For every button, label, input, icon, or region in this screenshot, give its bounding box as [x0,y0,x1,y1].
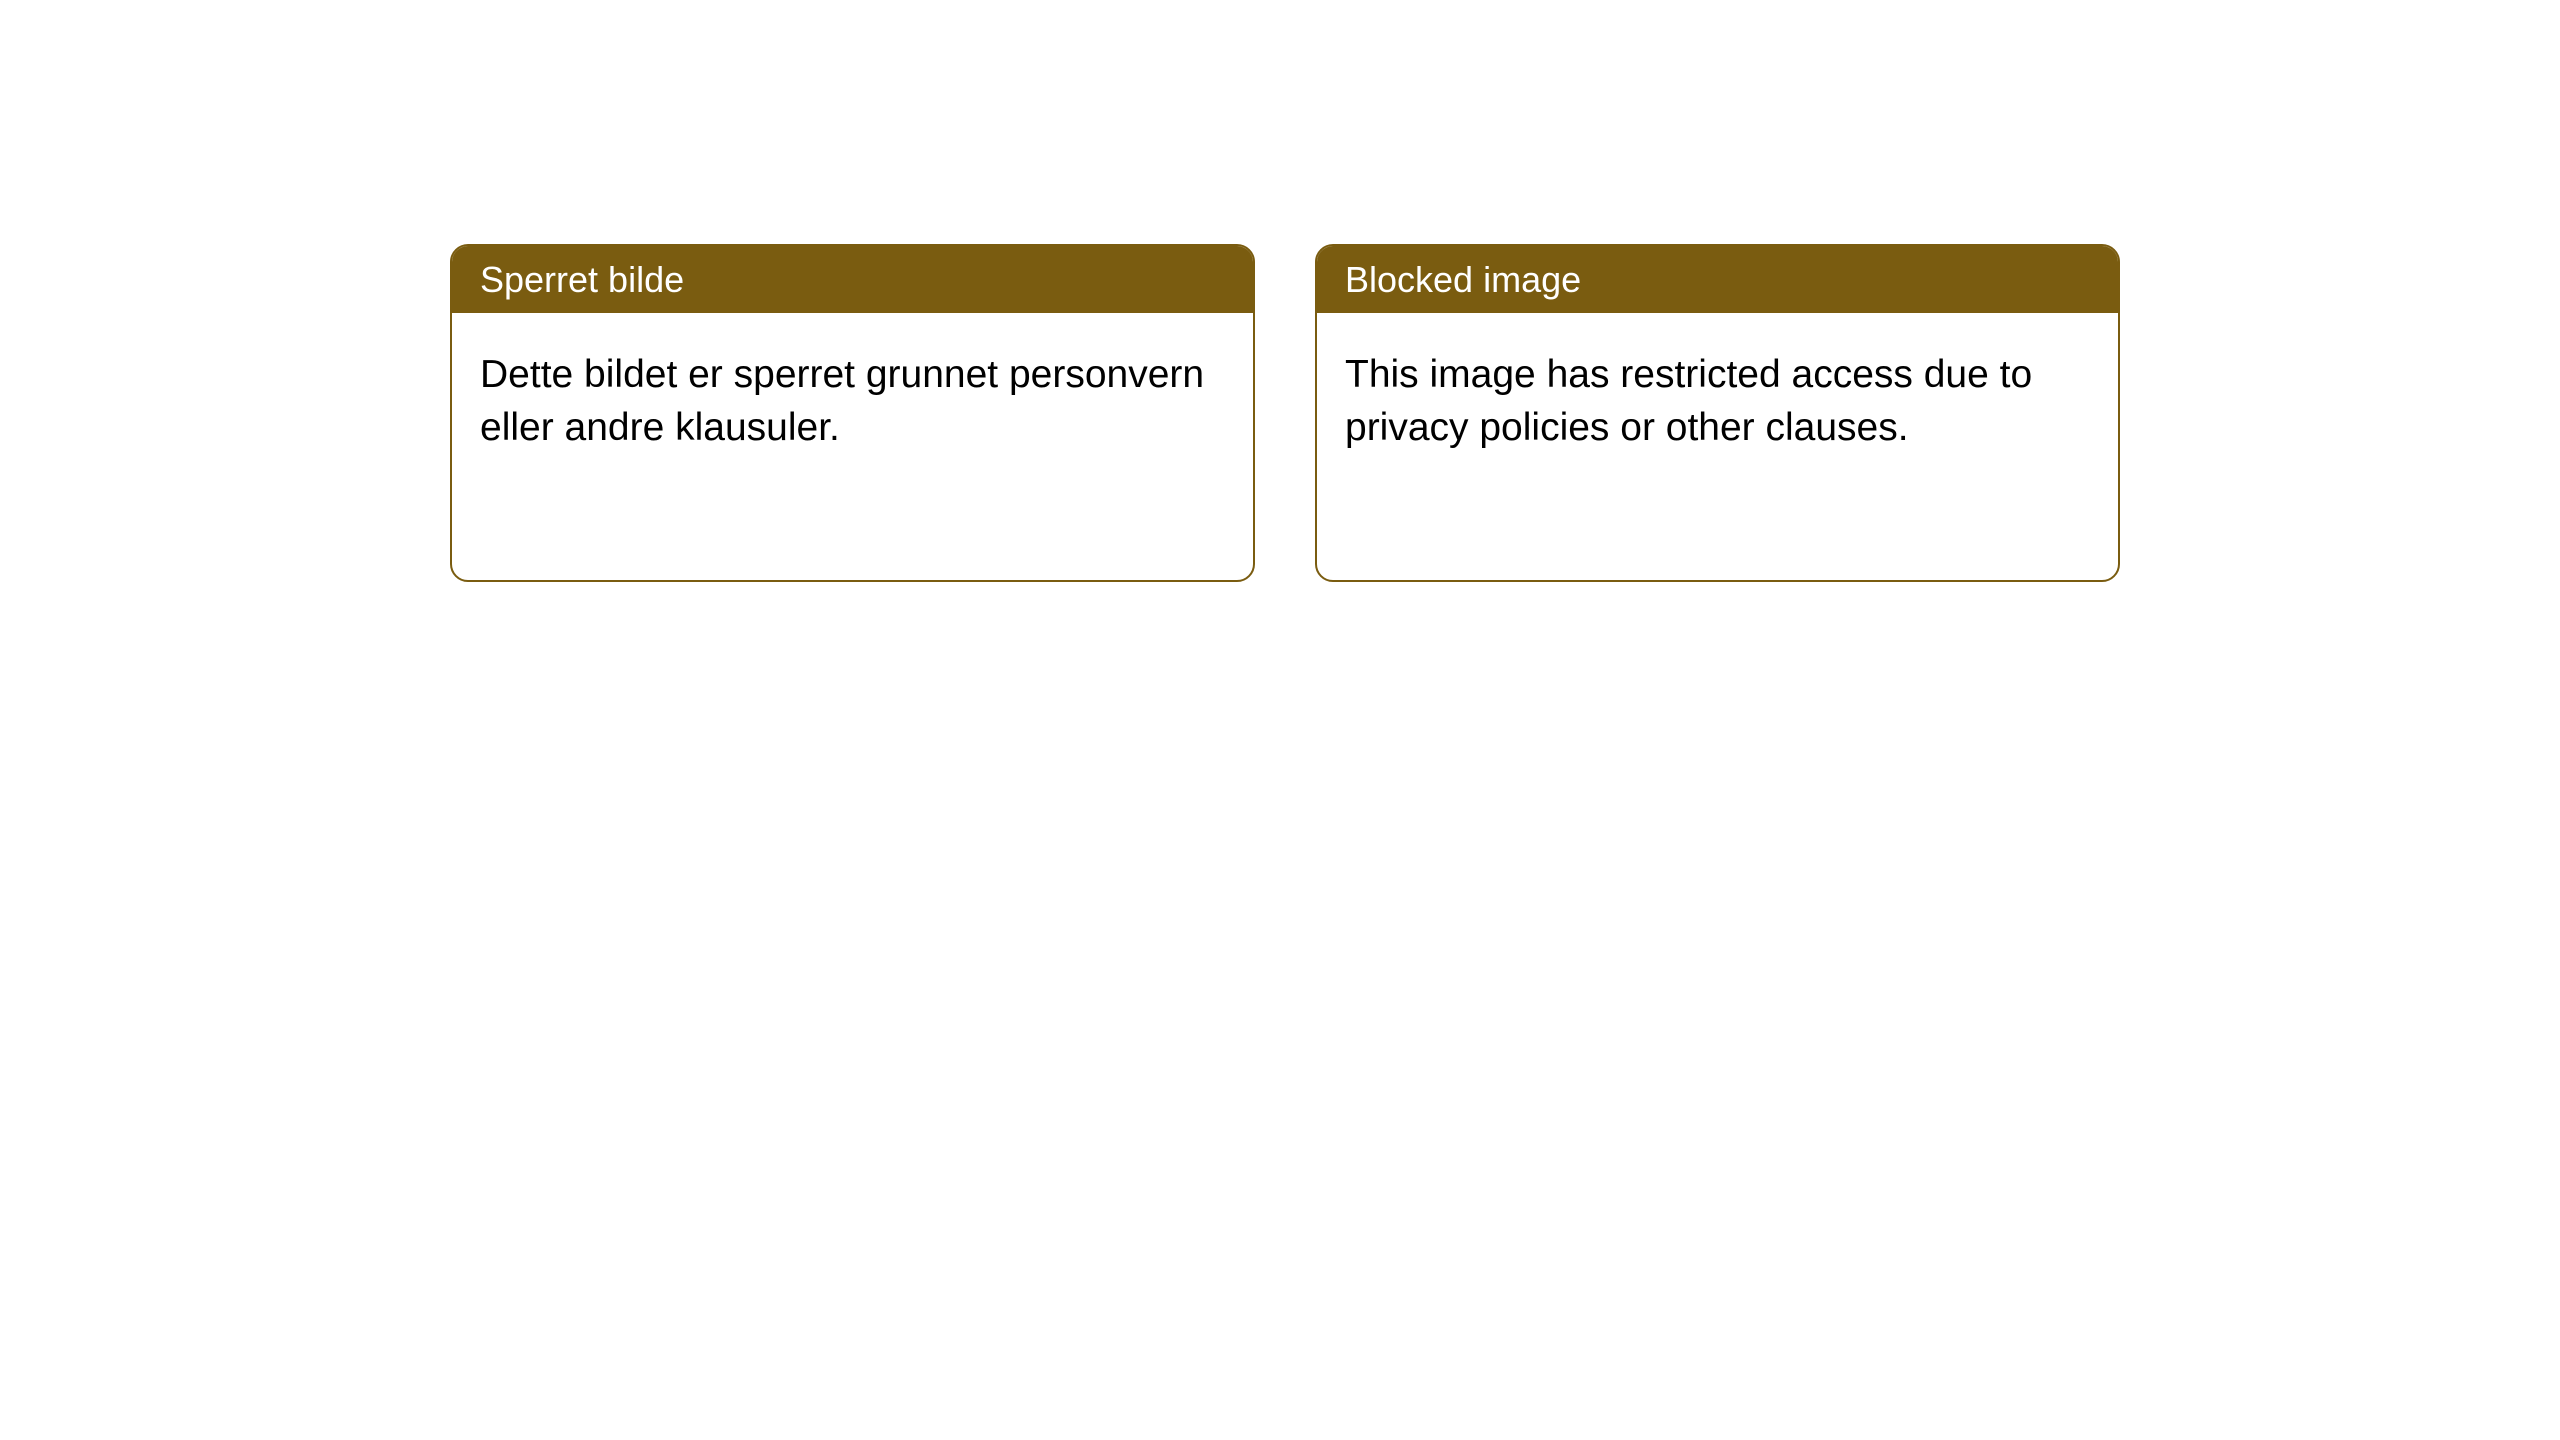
card-body: This image has restricted access due to … [1317,313,2118,490]
notice-card-norwegian: Sperret bilde Dette bildet er sperret gr… [450,244,1255,582]
card-header: Blocked image [1317,246,2118,313]
card-body: Dette bildet er sperret grunnet personve… [452,313,1253,490]
notice-card-english: Blocked image This image has restricted … [1315,244,2120,582]
notice-container: Sperret bilde Dette bildet er sperret gr… [450,244,2120,582]
card-header: Sperret bilde [452,246,1253,313]
